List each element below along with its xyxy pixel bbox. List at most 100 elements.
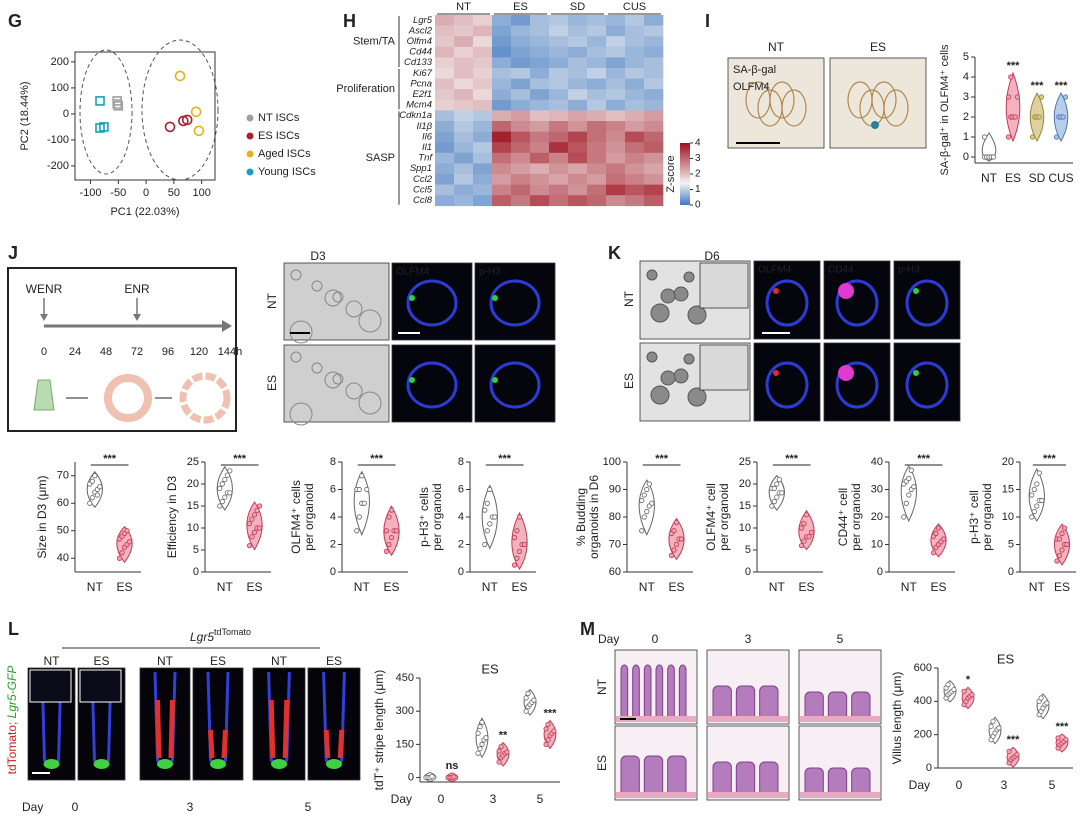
column-label: NT	[157, 654, 174, 668]
image-tile	[823, 342, 891, 422]
x-tick-label: ES	[383, 580, 399, 594]
y-tick-label: 450	[396, 672, 414, 684]
y-tick-label: 15	[1002, 483, 1014, 495]
stain-spot	[838, 365, 854, 381]
data-point	[801, 538, 807, 544]
data-point	[482, 541, 488, 548]
heatmap-cell	[625, 121, 645, 132]
x-tick-label: CUS	[1048, 171, 1073, 185]
y-axis-label: Efficiency in D3	[165, 475, 179, 558]
heatmap-cell	[587, 131, 607, 143]
y-tick-label: 600	[914, 662, 932, 674]
image-tile	[699, 344, 749, 391]
significance: **	[499, 730, 508, 742]
y-axis-label: CD44⁺ cell	[836, 488, 850, 546]
x-tick-label: ES	[116, 580, 132, 594]
heatmap-cell	[625, 46, 645, 58]
heatmap-cell	[473, 131, 493, 143]
y-tick-label: 5	[963, 51, 969, 63]
data-point	[393, 528, 400, 534]
organoid	[332, 373, 344, 385]
data-point	[364, 486, 370, 493]
significance: ***	[1056, 721, 1070, 733]
x-tick-label: NT	[1029, 580, 1046, 594]
data-point	[219, 498, 225, 505]
data-point	[254, 507, 260, 513]
data-point	[89, 495, 95, 501]
gfp-base	[93, 759, 110, 769]
heatmap-cell	[454, 99, 474, 111]
heatmap-cell	[473, 174, 493, 185]
y-axis-label: tdTomato; Lgr5-GFP	[5, 666, 19, 775]
data-point	[249, 516, 255, 522]
data-point	[479, 719, 485, 725]
colorbar-tick-label: 3	[695, 153, 701, 164]
gfp-base	[271, 759, 287, 769]
data-point	[961, 688, 967, 694]
y-tick-label: 50	[57, 525, 69, 537]
heatmap-cell	[587, 163, 607, 175]
heatmap-cell	[511, 152, 531, 164]
significance: ***	[1007, 60, 1021, 72]
heatmap-cell	[587, 184, 607, 196]
heatmap-cell	[454, 142, 474, 154]
day-value: 0	[652, 632, 659, 646]
point	[99, 122, 109, 132]
heatmap-cell	[587, 121, 607, 132]
data-point	[256, 503, 263, 509]
point	[164, 121, 176, 133]
heatmap-cell	[568, 36, 588, 48]
heatmap-cell	[587, 142, 607, 154]
column-label: CUS	[623, 1, 646, 13]
y-tick-label: 15	[739, 500, 751, 512]
organoid-ring	[905, 361, 949, 409]
data-point	[1029, 514, 1035, 520]
data-point	[1014, 752, 1020, 758]
data-point	[217, 485, 223, 491]
data-point	[477, 724, 483, 730]
data-point	[227, 468, 233, 474]
data-point	[97, 484, 103, 490]
heatmap-cell	[492, 78, 512, 90]
data-point	[361, 500, 367, 506]
heatmap-cell	[568, 89, 588, 101]
villus	[712, 685, 732, 721]
heatmap-cell	[454, 152, 474, 164]
chart-title: ES	[997, 651, 1015, 666]
heatmap-cell	[454, 121, 474, 132]
violin	[511, 511, 528, 571]
heatmap-cell	[568, 99, 588, 111]
heatmap-cell	[587, 78, 607, 90]
x-tick-label: ES	[246, 580, 262, 594]
heatmap-cell	[492, 131, 512, 143]
group-label: Proliferation	[336, 83, 395, 95]
data-point	[429, 773, 435, 780]
colorbar-tick-label: 2	[695, 169, 701, 180]
significance: *	[966, 674, 971, 686]
y-axis-label: p-H3⁺ cells	[417, 487, 431, 547]
heatmap-cell	[435, 78, 455, 90]
heatmap-cell	[435, 57, 455, 69]
organoid	[660, 370, 676, 386]
heatmap-cell	[606, 15, 626, 26]
heatmap-cell	[568, 57, 588, 69]
heatmap-cell	[606, 163, 626, 175]
data-point	[543, 741, 549, 747]
day-label: Day	[22, 800, 43, 814]
data-point	[639, 497, 645, 504]
organoid-ring	[489, 279, 541, 327]
organoid	[290, 351, 302, 363]
colorbar-tick-label: 0	[695, 200, 701, 211]
gene-label: Tnf	[418, 153, 433, 164]
violin	[216, 465, 233, 511]
heatmap-cell	[454, 25, 474, 37]
heatmap-cell	[511, 195, 531, 207]
heatmap-cell	[473, 110, 493, 122]
data-point	[475, 730, 481, 736]
y-tick-label: 200	[51, 56, 69, 68]
y-tick-label: 0	[877, 566, 883, 578]
point	[174, 70, 186, 82]
heatmap-cell	[606, 36, 626, 48]
row-label: ES	[265, 375, 279, 391]
row-label: NT	[595, 678, 609, 695]
